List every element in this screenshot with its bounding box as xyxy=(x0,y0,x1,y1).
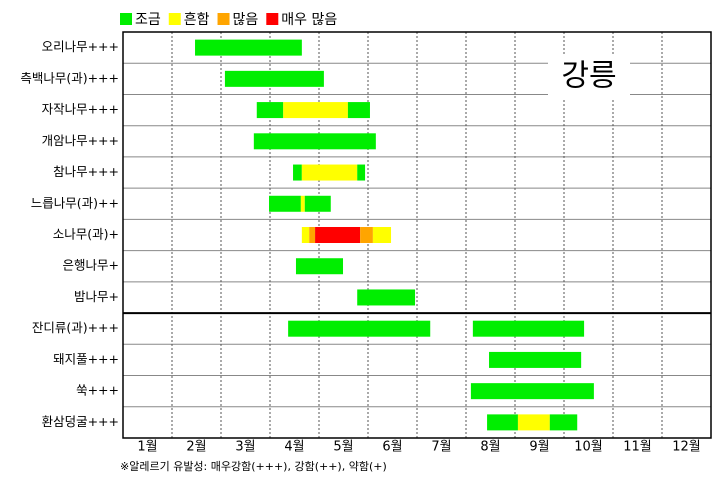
row-label: 측백나무(과)+++ xyxy=(20,70,119,85)
legend-swatch xyxy=(217,13,230,25)
x-tick-label: 3월 xyxy=(235,440,255,455)
bar-segment xyxy=(489,351,582,368)
row-label: 오리나무+++ xyxy=(42,39,119,54)
bar-segment xyxy=(224,70,324,87)
bar-segment xyxy=(470,383,594,400)
x-tick-label: 8월 xyxy=(480,440,500,455)
bar-segment xyxy=(288,320,431,337)
bar-segment xyxy=(315,227,361,243)
bar-segment xyxy=(269,195,301,212)
x-tick-label: 2월 xyxy=(186,440,206,455)
row-label: 쑥+++ xyxy=(76,383,119,398)
bar-segment xyxy=(549,414,578,431)
bar-segment xyxy=(357,164,366,181)
x-tick-label: 9월 xyxy=(529,440,549,455)
row-label: 자작나무+++ xyxy=(42,102,119,117)
bar-segment xyxy=(301,164,358,181)
bar-segment xyxy=(309,227,316,243)
region-box xyxy=(548,55,630,99)
bar-segment xyxy=(283,102,348,119)
row-label: 밤나무+ xyxy=(74,289,119,304)
plot-frame xyxy=(122,31,712,439)
region-label: 강릉 xyxy=(561,59,616,94)
x-tick-label: 7월 xyxy=(431,440,451,455)
row-label: 돼지풀+++ xyxy=(53,351,119,366)
row-label: 잔디류(과)+++ xyxy=(32,320,119,335)
bar-segment xyxy=(472,320,585,337)
x-tick-label: 1월 xyxy=(137,440,157,455)
legend-label: 흔함 xyxy=(184,12,210,28)
row-label: 환삼덩굴+++ xyxy=(42,414,119,429)
x-tick-label: 6월 xyxy=(382,440,402,455)
legend-label: 많음 xyxy=(233,12,259,28)
bar-segment xyxy=(300,195,305,212)
row-label: 개암나무+++ xyxy=(42,133,119,148)
x-tick-label: 5월 xyxy=(333,440,353,455)
row-label: 참나무+++ xyxy=(53,164,119,179)
row-label: 소나무(과)+ xyxy=(53,227,119,242)
bar-segment xyxy=(372,227,392,243)
legend-label: 매우 많음 xyxy=(281,12,337,28)
legend-label: 조금 xyxy=(135,12,161,28)
legend-swatch xyxy=(120,13,132,25)
row-label: 느릅나무(과)++ xyxy=(31,195,119,210)
bar-segment xyxy=(517,414,550,431)
legend-swatch xyxy=(266,13,279,25)
x-tick-label: 12월 xyxy=(672,440,701,455)
bar-segment xyxy=(256,102,284,119)
footnote: ※알레르기 유발성: 매우강함(+++), 강함(++), 약함(+) xyxy=(120,459,387,473)
legend-swatch xyxy=(168,13,181,25)
bar-segment xyxy=(253,133,376,150)
x-tick-label: 4월 xyxy=(284,440,304,455)
x-tick-label: 10월 xyxy=(574,440,603,455)
bar-segment xyxy=(195,39,302,56)
bar-segment xyxy=(295,258,344,275)
bar-segment xyxy=(293,164,302,181)
bar-segment xyxy=(487,414,518,431)
row-label: 은행나무+ xyxy=(63,258,119,273)
bar-segment xyxy=(360,227,373,243)
bar-segment xyxy=(304,195,331,212)
bar-segment xyxy=(301,227,310,243)
bar-segment xyxy=(347,102,370,119)
x-tick-label: 11월 xyxy=(623,440,652,455)
bar-segment xyxy=(357,289,416,306)
